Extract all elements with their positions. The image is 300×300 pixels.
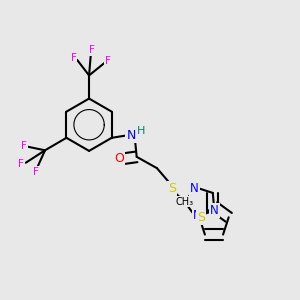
Text: N: N xyxy=(210,204,219,217)
Text: F: F xyxy=(105,56,111,66)
Text: N: N xyxy=(126,129,136,142)
Text: S: S xyxy=(168,182,176,195)
Text: F: F xyxy=(33,167,39,177)
Text: N: N xyxy=(193,209,201,222)
Text: F: F xyxy=(18,159,24,169)
Text: S: S xyxy=(197,211,205,224)
Text: N: N xyxy=(190,182,199,195)
Text: CH₃: CH₃ xyxy=(176,196,194,207)
Text: H: H xyxy=(137,126,145,136)
Text: F: F xyxy=(71,53,76,64)
Text: F: F xyxy=(21,141,27,151)
Text: F: F xyxy=(88,45,94,56)
Text: O: O xyxy=(114,152,124,165)
